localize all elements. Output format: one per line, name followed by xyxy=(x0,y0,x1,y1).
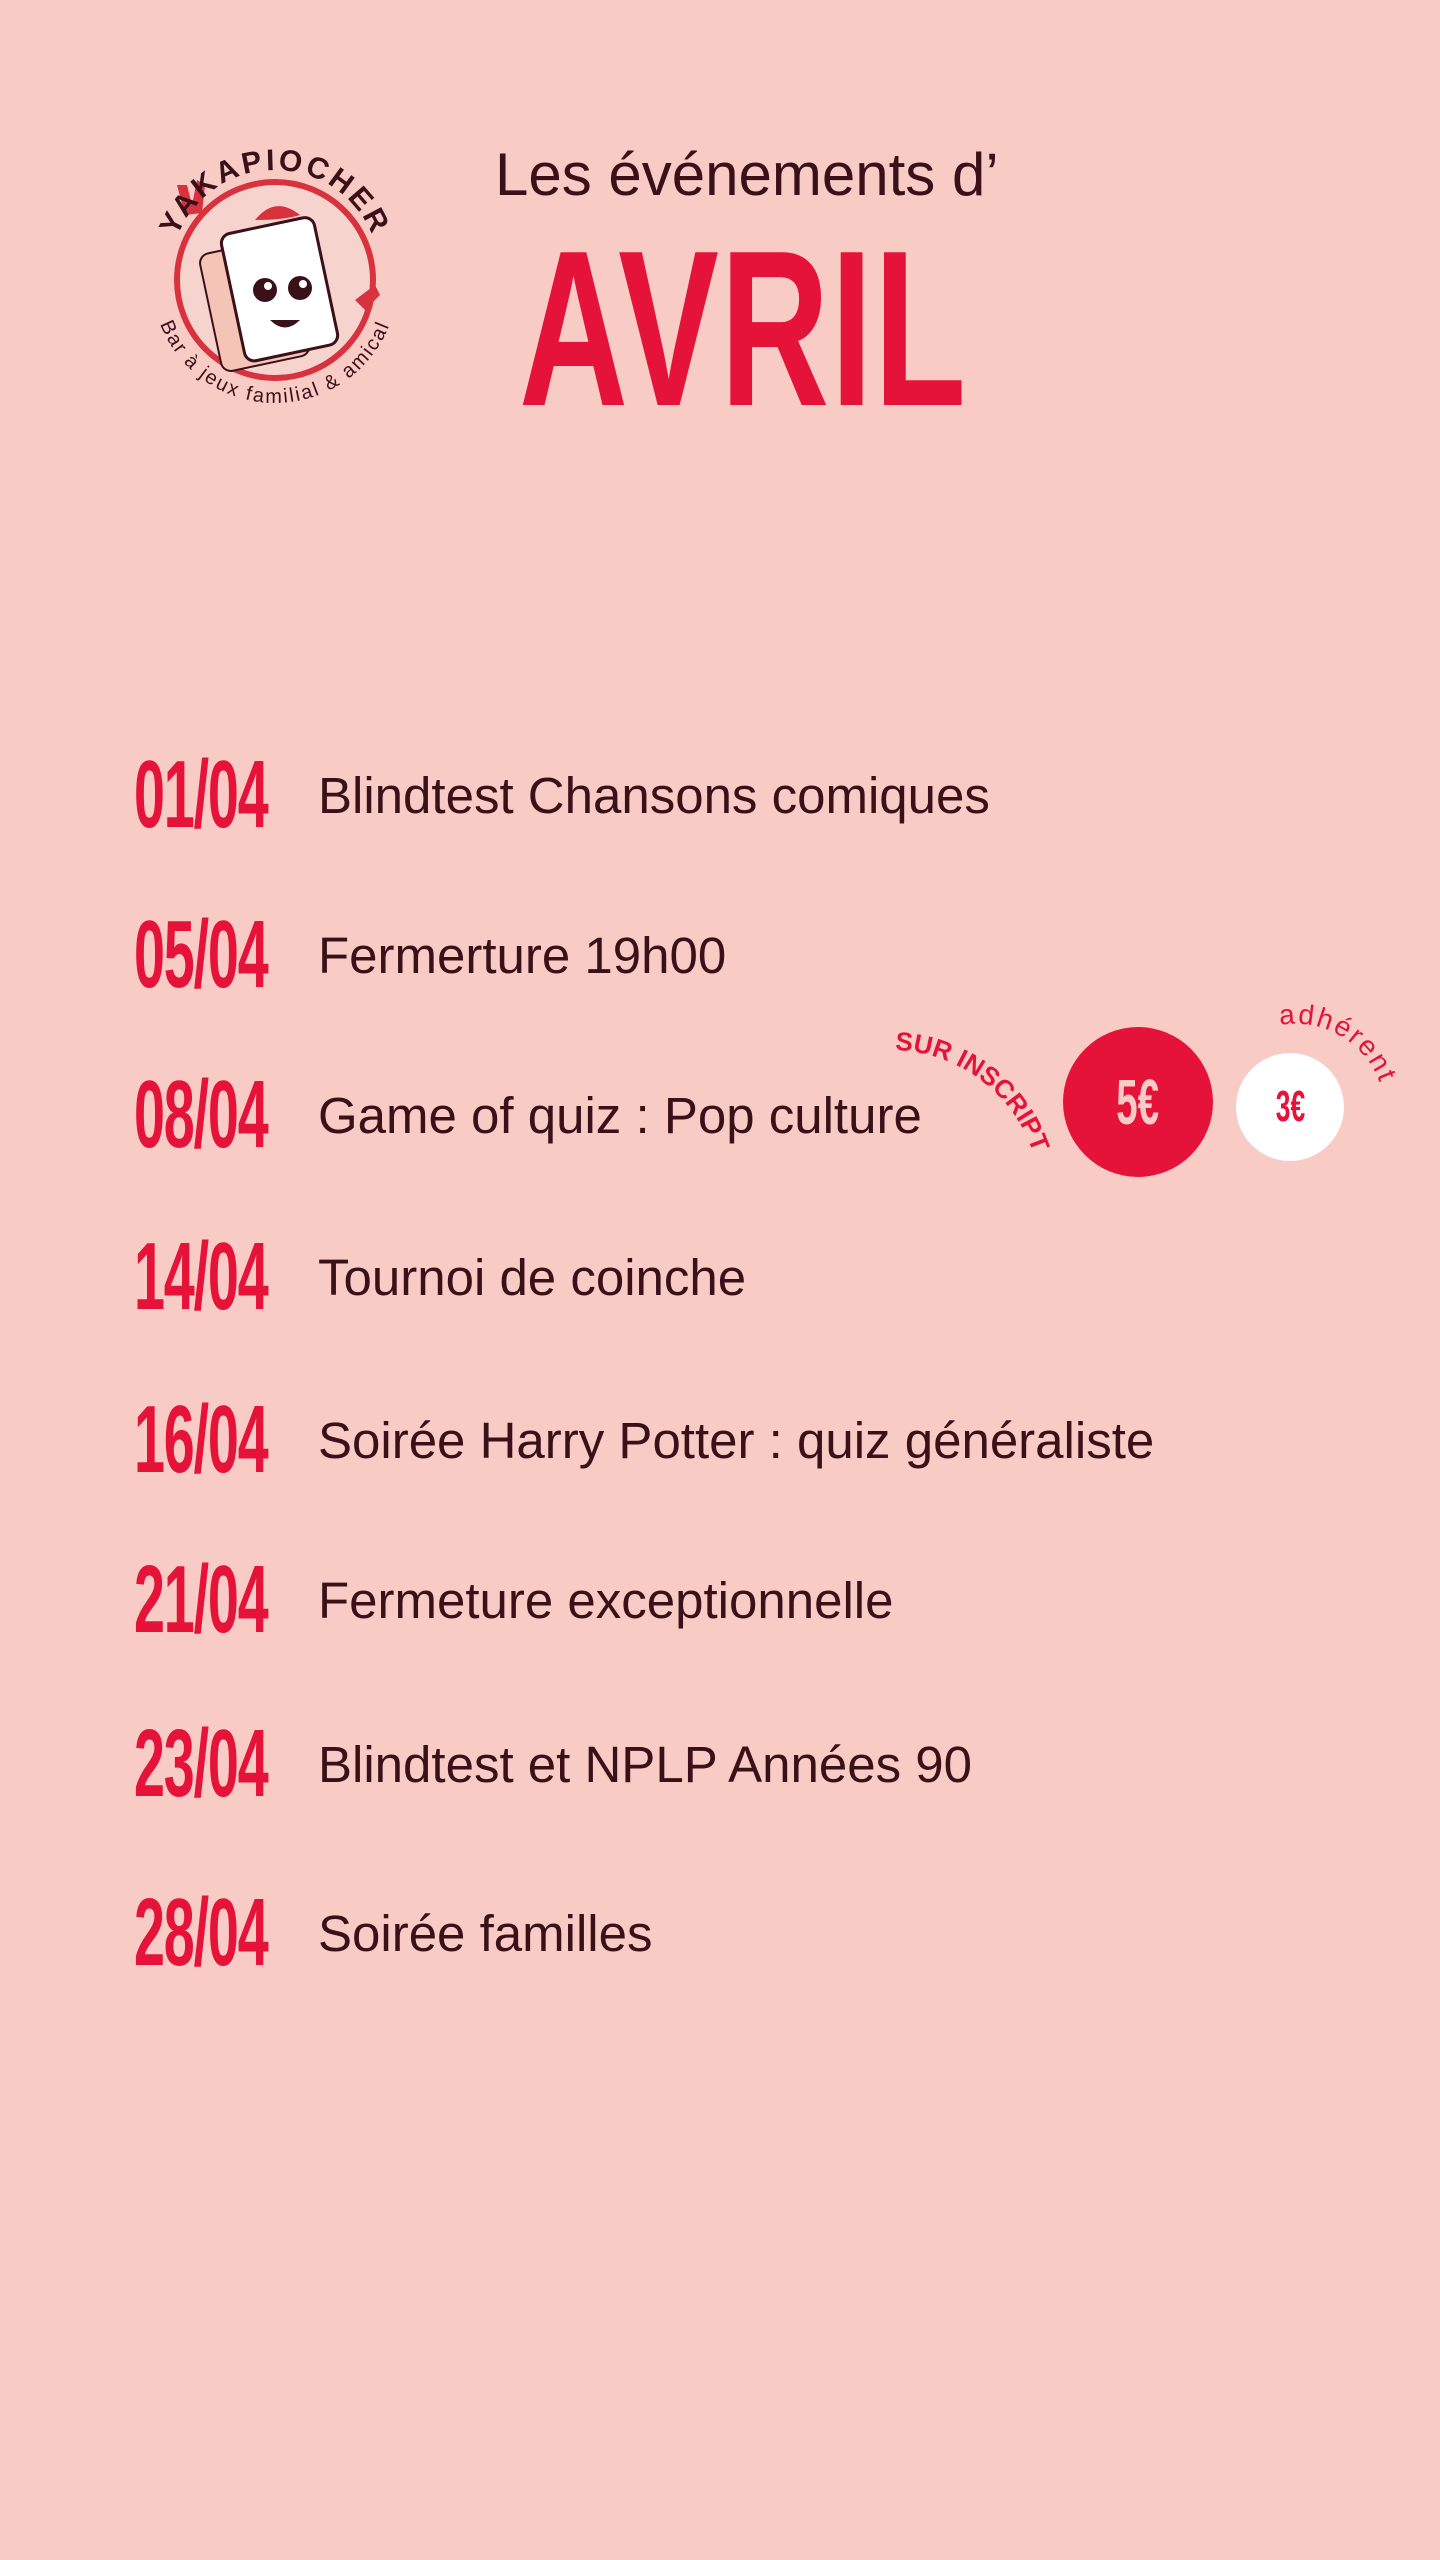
event-title: Tournoi de coinche xyxy=(318,1248,747,1306)
event-date: 01/04 xyxy=(134,741,269,848)
registration-note: SUR INSCRIPTION xyxy=(880,990,1056,1156)
price-badge: 5€ xyxy=(1063,1027,1213,1177)
event-row: 23/04 Blindtest et NPLP Années 90 xyxy=(134,1710,972,1817)
event-row: 28/04 Soirée familles xyxy=(134,1879,652,1986)
price: 5€ xyxy=(1116,1066,1160,1138)
event-row: 08/04 Game of quiz : Pop culture xyxy=(134,1061,922,1168)
event-row: 16/04 Soirée Harry Potter : quiz générali… xyxy=(134,1386,1154,1493)
event-row: 01/04 Blindtest Chansons comiques xyxy=(134,741,990,848)
event-title: Game of quiz : Pop culture xyxy=(318,1086,922,1144)
event-title: Fermeture exceptionnelle xyxy=(318,1571,894,1629)
pricing-arc-labels: SUR INSCRIPTION adhérent xyxy=(880,990,1402,1156)
event-row: 05/04 Fermerture 19h00 xyxy=(134,901,726,1008)
page-subtitle: Les événements d’ xyxy=(495,141,999,208)
yakapiocher-logo: YAKAPIOCHER Bar à jeux familial & amical xyxy=(153,144,393,408)
member-price: 3€ xyxy=(1275,1082,1305,1131)
event-date: 16/04 xyxy=(134,1386,269,1493)
event-title: Soirée Harry Potter : quiz généraliste xyxy=(318,1411,1155,1469)
page-title-month: AVRIL xyxy=(519,205,968,453)
event-row: 21/04 Fermeture exceptionnelle xyxy=(134,1546,893,1653)
member-price-badge: 3€ xyxy=(1236,1053,1344,1161)
event-date: 28/04 xyxy=(134,1879,269,1986)
event-title: Blindtest Chansons comiques xyxy=(318,766,990,824)
event-date: 21/04 xyxy=(134,1546,269,1653)
event-title: Soirée familles xyxy=(318,1904,653,1962)
event-date: 14/04 xyxy=(134,1223,269,1330)
event-date: 05/04 xyxy=(134,901,269,1008)
event-date: 23/04 xyxy=(134,1710,269,1817)
event-date: 08/04 xyxy=(134,1061,269,1168)
event-row: 14/04 Tournoi de coinche xyxy=(134,1223,746,1330)
event-title: Blindtest et NPLP Années 90 xyxy=(318,1735,973,1793)
event-title: Fermerture 19h00 xyxy=(318,926,727,984)
